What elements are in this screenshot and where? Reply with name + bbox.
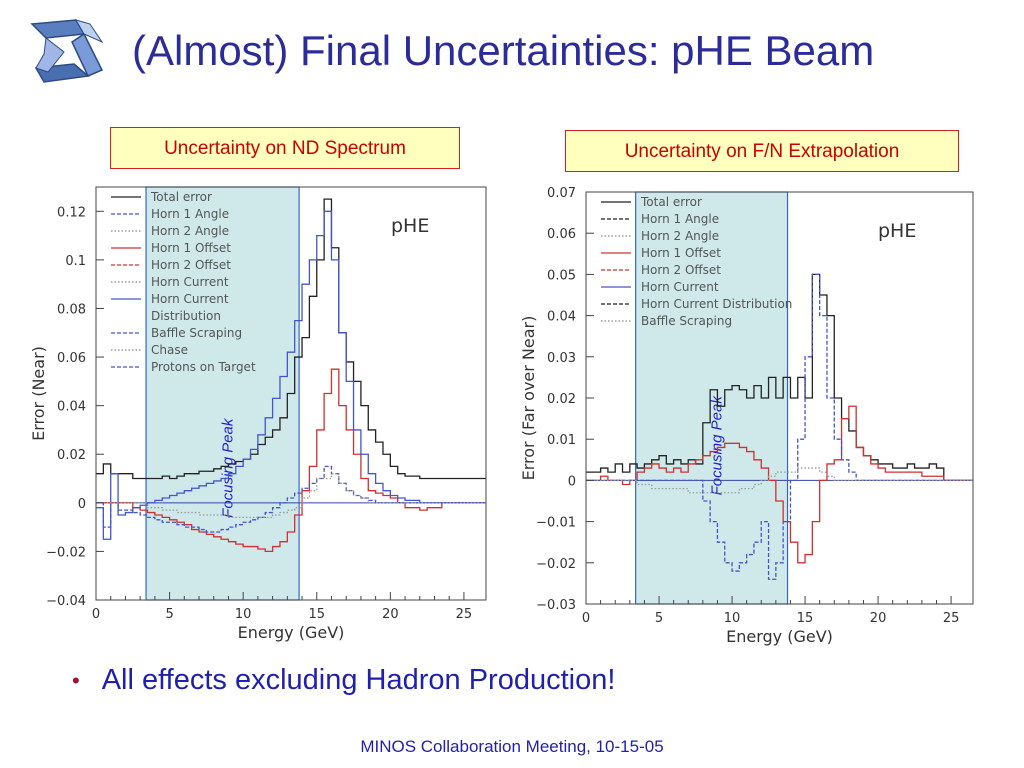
- series-line-3: [96, 465, 486, 533]
- legend-label: Horn 1 Offset: [151, 241, 231, 255]
- nd-spectrum-caption: Uncertainty on ND Spectrum: [110, 127, 460, 169]
- fn-extrapolation-chart: Focusing Peak −0.03 −0.02 −0.01 0 0.01 0.02 0.0…: [519, 186, 974, 646]
- legend-label: Total error: [150, 190, 212, 204]
- plot-label-phe: pHE: [391, 215, 429, 237]
- y-tick-label: 0.04: [57, 400, 86, 415]
- y-tick-label: 0.01: [547, 433, 576, 448]
- legend-label: Baffle Scraping: [151, 326, 242, 340]
- y-axis-label: Error (Near): [29, 346, 48, 441]
- x-tick-label: 25: [456, 607, 473, 622]
- legend-label: Horn 2 Offset: [641, 263, 721, 277]
- legend-label: Protons on Target: [151, 360, 256, 374]
- legend-label: Horn Current: [151, 292, 229, 306]
- legend-label: Horn 1 Offset: [641, 246, 721, 260]
- bullet-text: All effects excluding Hadron Production!: [101, 664, 616, 696]
- y-axis-label: Error (Far over Near): [519, 316, 538, 481]
- y-tick-label: −0.04: [46, 594, 86, 609]
- x-tick-label: 15: [308, 607, 325, 622]
- x-tick-label: 20: [870, 611, 887, 626]
- legend-label: Horn 2 Offset: [151, 258, 231, 272]
- plot-label-phe: pHE: [878, 220, 916, 242]
- legend-label: Horn Current: [641, 280, 719, 294]
- series-line-0: [586, 273, 973, 482]
- y-tick-label: 0.03: [547, 351, 576, 366]
- bullet-item: • All effects excluding Hadron Productio…: [72, 664, 615, 697]
- plot-frame: [95, 186, 487, 601]
- legend-label: Baffle Scraping: [641, 314, 732, 328]
- series-line-2: [586, 273, 973, 580]
- y-tick-label: −0.01: [536, 516, 576, 531]
- y-tick-label: −0.02: [536, 557, 576, 572]
- y-tick-label: 0.06: [57, 351, 86, 366]
- x-axis-label: Energy (GeV): [726, 627, 833, 646]
- series-line-1: [586, 405, 973, 564]
- y-tick-label: 0.06: [547, 227, 576, 242]
- x-tick-label: 10: [724, 611, 741, 626]
- y-tick-label: −0.02: [46, 545, 86, 560]
- minos-logo-icon: [30, 19, 104, 83]
- slide-footer: MINOS Collaboration Meeting, 10-15-05: [360, 737, 664, 756]
- y-tick-label: 0.1: [65, 254, 86, 269]
- legend-label: Horn Current Distribution: [641, 297, 792, 311]
- x-tick-label: 0: [92, 607, 100, 622]
- series-line-0: [96, 198, 486, 480]
- legend-label: Horn 1 Angle: [641, 212, 719, 226]
- y-tick-label: 0: [568, 474, 576, 489]
- y-tick-label: −0.03: [536, 598, 576, 613]
- legend-label: Chase: [151, 343, 188, 357]
- x-tick-label: 15: [797, 611, 814, 626]
- x-tick-label: 20: [382, 607, 399, 622]
- x-axis-label: Energy (GeV): [238, 623, 345, 642]
- legend-label: Horn 2 Angle: [641, 229, 719, 243]
- x-tick-label: 25: [943, 611, 960, 626]
- x-tick-label: 0: [582, 611, 590, 626]
- legend-label: Horn Current: [151, 275, 229, 289]
- y-tick-label: 0.04: [547, 310, 576, 325]
- focusing-peak-label: Focusing Peak: [709, 395, 726, 496]
- legend-label: Horn 1 Angle: [151, 207, 229, 221]
- x-tick-label: 5: [655, 611, 663, 626]
- nd-spectrum-chart: Focusing Peak −0.04 −0.02 0 0.02 0.04 0.06 0.08…: [29, 186, 487, 642]
- y-tick-label: 0.02: [57, 448, 86, 463]
- x-tick-label: 5: [165, 607, 173, 622]
- fn-extrapolation-caption: Uncertainty on F/N Extrapolation: [565, 130, 959, 172]
- series-line-3: [586, 467, 973, 494]
- series-line-4: [96, 473, 486, 519]
- x-tick-label: 10: [235, 607, 252, 622]
- legend-label: Distribution: [151, 309, 221, 323]
- series-line-2: [96, 210, 486, 540]
- y-tick-label: 0.07: [547, 186, 576, 201]
- bullet-icon: •: [72, 667, 80, 693]
- legend-label: Horn 2 Angle: [151, 224, 229, 238]
- y-tick-label: 0.08: [57, 302, 86, 317]
- legend-label: Total error: [640, 195, 702, 209]
- y-tick-label: 0: [78, 497, 86, 512]
- focusing-peak-label: Focusing Peak: [220, 417, 237, 518]
- y-tick-label: 0.02: [547, 392, 576, 407]
- slide-title: (Almost) Final Uncertainties: pHE Beam: [132, 27, 875, 74]
- y-tick-label: 0.12: [57, 205, 86, 220]
- y-tick-label: 0.05: [547, 268, 576, 283]
